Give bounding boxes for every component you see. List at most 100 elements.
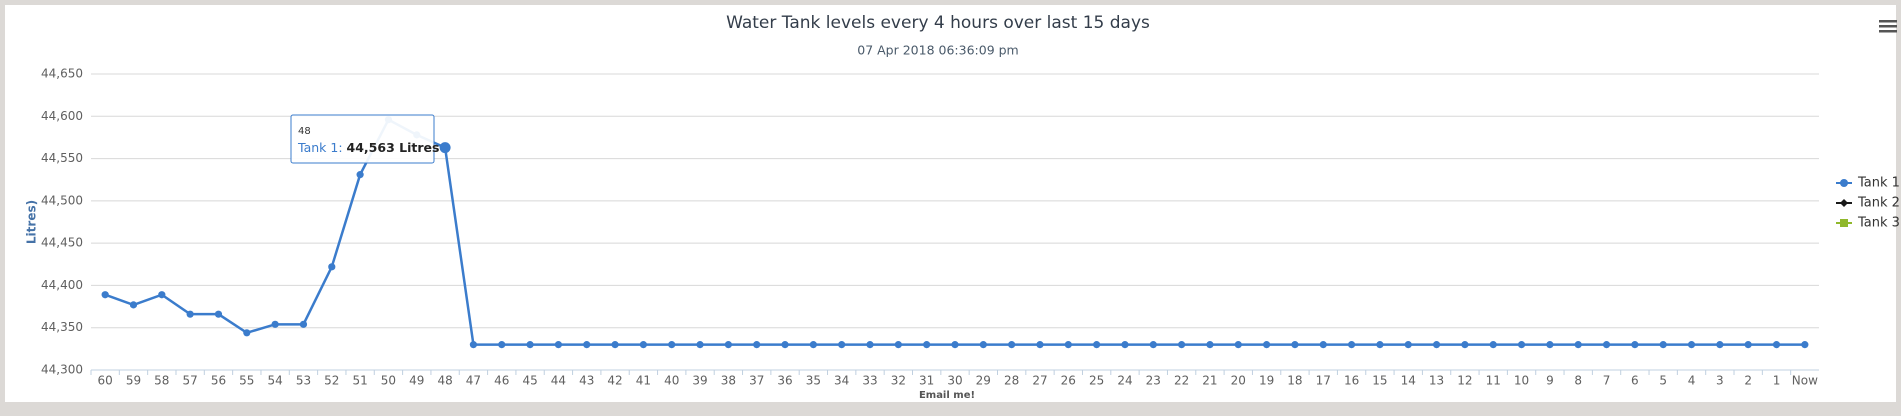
x-tick-label: 42 <box>607 374 622 388</box>
x-tick-label: 9 <box>1546 374 1554 388</box>
hover-point <box>439 142 451 154</box>
x-tick-label: 7 <box>1603 374 1611 388</box>
y-tick-label: 44,400 <box>41 278 83 292</box>
data-point <box>1319 341 1327 349</box>
data-point <box>526 341 534 349</box>
data-point <box>1744 341 1752 349</box>
x-tick-label: 37 <box>749 374 764 388</box>
x-tick-label: 44 <box>551 374 566 388</box>
data-point <box>809 341 817 349</box>
data-point <box>1093 341 1101 349</box>
data-point <box>129 301 138 309</box>
data-point <box>1602 341 1611 349</box>
data-point <box>696 341 704 349</box>
data-point <box>668 341 676 349</box>
data-point <box>1347 341 1356 349</box>
menu-bar <box>1879 30 1897 33</box>
x-tick-label: 35 <box>806 374 821 388</box>
x-tick-label: 12 <box>1457 374 1472 388</box>
menu-icon[interactable] <box>1879 20 1897 33</box>
data-point <box>781 341 789 349</box>
data-point <box>639 341 647 349</box>
data-point <box>356 171 364 179</box>
data-point <box>271 320 279 328</box>
x-tick-label: 56 <box>211 374 226 388</box>
y-axis-title: Litres) <box>25 200 39 244</box>
data-point <box>101 291 109 299</box>
x-tick-label: 51 <box>352 374 367 388</box>
x-tick-label: 49 <box>409 374 424 388</box>
y-tick-label: 44,600 <box>41 109 83 123</box>
data-point <box>1574 341 1582 349</box>
data-point <box>838 341 846 349</box>
x-tick-label: 52 <box>324 374 339 388</box>
data-point <box>328 263 336 271</box>
y-tick-label: 44,650 <box>41 67 83 81</box>
x-tick-label: 34 <box>834 374 849 388</box>
data-point <box>1206 341 1214 349</box>
x-tick-label: 22 <box>1174 374 1189 388</box>
x-axis-title: Email me! <box>919 390 975 401</box>
tooltip-box <box>290 114 435 164</box>
legend-label: Tank 3 <box>1857 216 1900 231</box>
x-tick-label: 20 <box>1231 374 1246 388</box>
data-point <box>243 329 251 337</box>
data-point <box>923 341 931 349</box>
x-tick-label: 19 <box>1259 374 1274 388</box>
x-tick-label: 38 <box>721 374 736 388</box>
data-point <box>1263 341 1271 349</box>
x-tick-label: 48 <box>437 374 452 388</box>
data-point <box>611 341 619 349</box>
tooltip-title: 48 <box>298 126 311 137</box>
data-point <box>724 341 732 349</box>
menu-bar <box>1879 20 1897 23</box>
x-tick-label: 4 <box>1688 374 1696 388</box>
x-tick-label: 41 <box>636 374 651 388</box>
data-point <box>1404 341 1412 349</box>
data-point <box>1716 341 1724 349</box>
y-tick-label: 44,450 <box>41 236 83 250</box>
x-tick-label: 53 <box>296 374 311 388</box>
chart-subtitle: 07 Apr 2018 06:36:09 pm <box>857 43 1019 58</box>
chart-title: Water Tank levels every 4 hours over las… <box>726 13 1150 33</box>
data-point <box>1291 341 1299 349</box>
x-tick-label: 31 <box>919 374 934 388</box>
menu-bar <box>1879 25 1897 28</box>
x-tick-label: 6 <box>1631 374 1639 388</box>
x-tick-label: 59 <box>126 374 141 388</box>
data-point <box>753 341 761 349</box>
x-tick-label: 26 <box>1061 374 1076 388</box>
x-tick-label: 28 <box>1004 374 1019 388</box>
x-tick-label: 27 <box>1032 374 1047 388</box>
data-point <box>1546 341 1554 349</box>
x-tick-label: 24 <box>1117 374 1132 388</box>
x-tick-label: 40 <box>664 374 679 388</box>
data-point <box>299 320 308 328</box>
data-point <box>1801 341 1809 349</box>
data-point <box>951 341 959 349</box>
x-tick-label: 45 <box>522 374 537 388</box>
y-tick-label: 44,500 <box>41 193 83 207</box>
x-tick-label: 46 <box>494 374 509 388</box>
data-point <box>498 341 506 349</box>
x-tick-label: 16 <box>1344 374 1359 388</box>
data-point <box>1432 341 1441 349</box>
x-tick-label: 32 <box>891 374 906 388</box>
data-point <box>1461 341 1469 349</box>
x-tick-label: 55 <box>239 374 254 388</box>
x-tick-label: 15 <box>1372 374 1387 388</box>
x-tick-label: 54 <box>267 374 282 388</box>
data-point <box>866 341 874 349</box>
y-tick-label: 44,350 <box>41 320 83 334</box>
data-point <box>1149 341 1157 349</box>
x-tick-label: 13 <box>1429 374 1444 388</box>
data-point <box>894 341 902 349</box>
x-tick-label: 5 <box>1659 374 1667 388</box>
legend-symbol <box>1840 219 1848 227</box>
data-point <box>469 341 478 349</box>
data-point <box>186 310 194 318</box>
x-tick-label: 57 <box>183 374 198 388</box>
x-tick-label: 29 <box>976 374 991 388</box>
x-tick-label: 8 <box>1574 374 1582 388</box>
